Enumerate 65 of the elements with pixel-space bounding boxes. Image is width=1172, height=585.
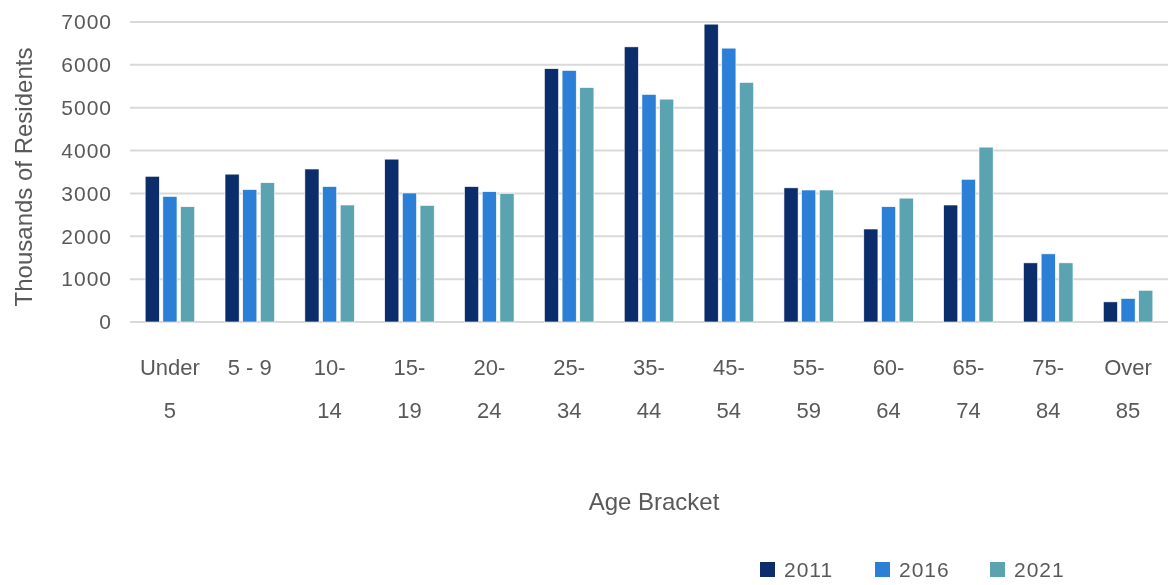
bar (721, 47, 737, 323)
bar (943, 204, 959, 323)
bar (419, 205, 435, 323)
bar (339, 204, 355, 323)
bar (819, 189, 834, 323)
bar (881, 206, 896, 323)
bar (783, 187, 799, 323)
bar (162, 196, 178, 323)
bar (579, 87, 595, 323)
bar (978, 146, 994, 323)
y-tick-label: 5000 (61, 96, 112, 120)
legend-label: 2016 (899, 558, 950, 581)
bar (898, 197, 914, 323)
bar (304, 168, 320, 323)
bar (1040, 253, 1056, 323)
bar (224, 173, 240, 323)
y-tick-label: 3000 (61, 181, 112, 205)
bar (402, 192, 417, 323)
bar (464, 186, 479, 323)
bar (242, 189, 258, 323)
bar (801, 189, 817, 323)
bar (641, 94, 657, 323)
y-tick-label: 2000 (61, 224, 112, 248)
x-tick-label: 65-74 (952, 355, 985, 423)
bar (481, 191, 497, 323)
bar (659, 98, 675, 323)
legend-label: 2021 (1014, 558, 1065, 581)
bar (703, 23, 719, 323)
x-tick-label: 55-59 (792, 355, 825, 423)
y-tick-label: 7000 (61, 10, 112, 34)
y-tick-label: 0 (99, 310, 112, 334)
legend-label: 2011 (784, 558, 834, 581)
y-tick-label: 1000 (61, 267, 112, 291)
x-tick-label: 15-19 (393, 355, 426, 423)
bar (1103, 301, 1118, 323)
bar (1138, 289, 1154, 323)
bar (260, 182, 275, 323)
y-axis-title: Thousands of Residents (10, 47, 37, 307)
x-tick-label: Over 85 (1104, 355, 1152, 423)
x-tick-label: 25-34 (553, 355, 586, 423)
x-tick-label: 20-24 (473, 355, 506, 423)
bar (180, 206, 195, 323)
bar (1058, 262, 1074, 323)
bar (863, 228, 879, 323)
bar (384, 158, 400, 323)
x-tick-label: 75-84 (1032, 355, 1065, 423)
bar (144, 175, 160, 323)
y-tick-label: 4000 (61, 138, 112, 162)
bar (961, 178, 976, 323)
x-tick-label: Under 5 (139, 355, 200, 423)
x-tick-label: 45-54 (712, 355, 745, 423)
x-axis-title: Age Bracket (588, 488, 720, 515)
y-tick-label: 6000 (61, 53, 112, 77)
bar (322, 186, 337, 323)
bar (1023, 262, 1038, 323)
x-tick-label: 35-44 (633, 355, 665, 423)
x-tick-label: 10-14 (313, 355, 346, 423)
bar (739, 82, 754, 323)
x-tick-label: 60-64 (872, 355, 905, 423)
bar (544, 68, 559, 323)
bar (1120, 298, 1136, 323)
bar (499, 193, 515, 323)
x-tick-label: 5 - 9 (227, 355, 272, 380)
bar (623, 46, 639, 323)
bar (561, 70, 577, 323)
